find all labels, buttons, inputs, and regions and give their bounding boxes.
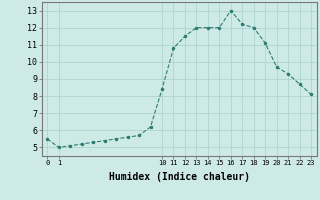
X-axis label: Humidex (Indice chaleur): Humidex (Indice chaleur) [109,172,250,182]
